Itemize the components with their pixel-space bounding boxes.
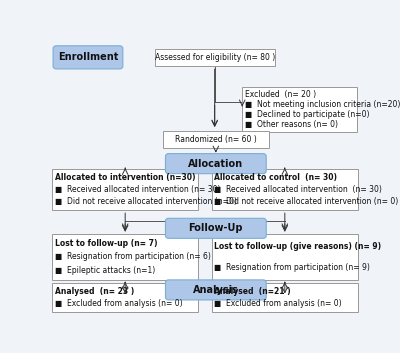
- FancyBboxPatch shape: [212, 234, 358, 280]
- Text: Randomized (n= 60 ): Randomized (n= 60 ): [175, 135, 257, 144]
- Text: ■  Other reasons (n= 0): ■ Other reasons (n= 0): [245, 120, 338, 128]
- Text: ■  Not meeting inclusion criteria (n=20): ■ Not meeting inclusion criteria (n=20): [245, 100, 400, 109]
- FancyBboxPatch shape: [166, 154, 266, 174]
- Text: Allocation: Allocation: [188, 158, 244, 169]
- Text: ■  Did not receive allocated intervention (n=0): ■ Did not receive allocated intervention…: [55, 197, 237, 207]
- Text: ■  Excluded from analysis (n= 0): ■ Excluded from analysis (n= 0): [55, 299, 182, 308]
- FancyBboxPatch shape: [242, 87, 357, 132]
- Text: ■  Received allocated intervention (n= 30): ■ Received allocated intervention (n= 30…: [55, 185, 220, 194]
- FancyBboxPatch shape: [52, 283, 198, 312]
- FancyBboxPatch shape: [212, 283, 358, 312]
- Text: Follow-Up: Follow-Up: [189, 223, 243, 233]
- Text: Lost to follow-up (n= 7): Lost to follow-up (n= 7): [55, 239, 157, 247]
- Text: Lost to follow-up (give reasons) (n= 9): Lost to follow-up (give reasons) (n= 9): [214, 242, 382, 251]
- FancyBboxPatch shape: [163, 131, 268, 148]
- Text: ■  Resignation from participation (n= 9): ■ Resignation from participation (n= 9): [214, 263, 370, 271]
- FancyBboxPatch shape: [155, 48, 275, 66]
- Text: Excluded  (n= 20 ): Excluded (n= 20 ): [245, 90, 316, 99]
- Text: ■  Declined to participate (n=0): ■ Declined to participate (n=0): [245, 110, 369, 119]
- Text: ■  Received allocated intervention  (n= 30): ■ Received allocated intervention (n= 30…: [214, 185, 382, 194]
- Text: Assessed for eligibility (n= 80 ): Assessed for eligibility (n= 80 ): [154, 53, 275, 62]
- FancyBboxPatch shape: [53, 46, 123, 69]
- FancyBboxPatch shape: [166, 280, 266, 300]
- FancyBboxPatch shape: [166, 218, 266, 238]
- Text: Enrollment: Enrollment: [58, 52, 118, 62]
- Text: Allocated to intervention (n=30): Allocated to intervention (n=30): [55, 173, 195, 181]
- Text: Allocated to control  (n= 30): Allocated to control (n= 30): [214, 173, 338, 181]
- Text: ■  Resignation from participation (n= 6): ■ Resignation from participation (n= 6): [55, 252, 211, 261]
- Text: ■  Did not receive allocated intervention (n= 0): ■ Did not receive allocated intervention…: [214, 197, 399, 207]
- Text: Analysed  (n=21 ): Analysed (n=21 ): [214, 287, 291, 295]
- Text: Analysis: Analysis: [193, 285, 239, 295]
- Text: ■  Excluded from analysis (n= 0): ■ Excluded from analysis (n= 0): [214, 299, 342, 308]
- FancyBboxPatch shape: [52, 169, 198, 210]
- FancyBboxPatch shape: [212, 169, 358, 210]
- Text: ■  Epileptic attacks (n=1): ■ Epileptic attacks (n=1): [55, 266, 155, 275]
- FancyBboxPatch shape: [52, 234, 198, 280]
- Text: Analysed  (n= 23 ): Analysed (n= 23 ): [55, 287, 134, 295]
